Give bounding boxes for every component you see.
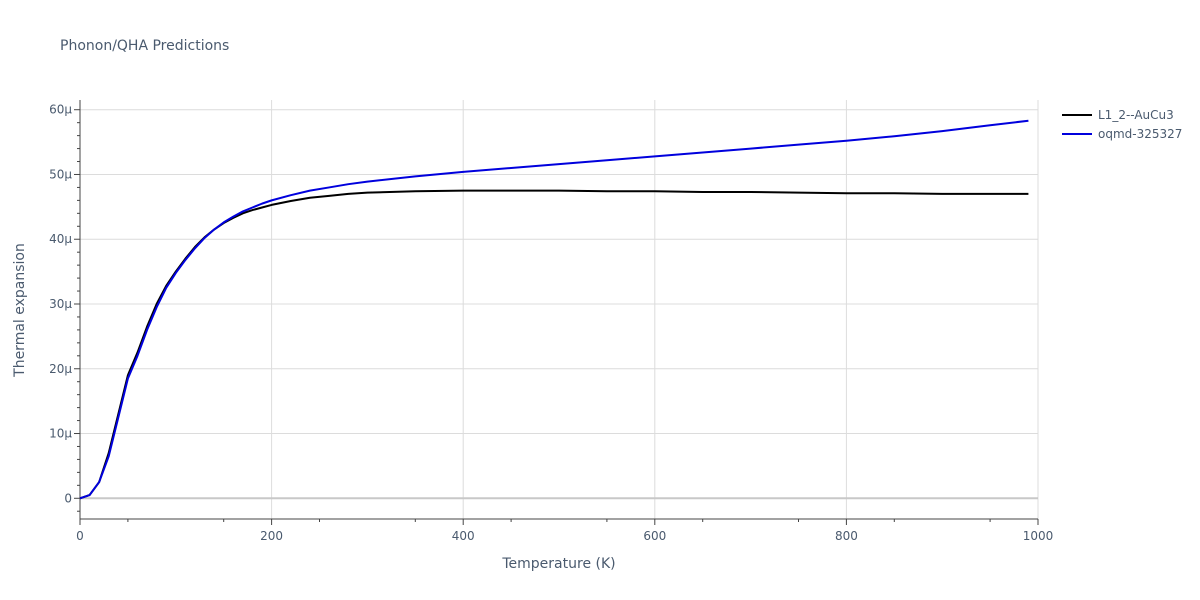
x-axis-title: Temperature (K) — [501, 556, 615, 572]
legend-item-l1-2-aucu3[interactable]: L1_2--AuCu3 — [1062, 108, 1174, 122]
axes: 0 200 400 600 800 1000 0 10μ 20μ 30μ 40μ 50μ 60μ — [49, 100, 1053, 543]
legend[interactable]: L1_2--AuCu3 oqmd-325327 — [1062, 108, 1182, 141]
x-tick-label: 0 — [76, 529, 84, 543]
series-line-oqmd-325327 — [79, 119, 1029, 500]
x-tick-label: 1000 — [1023, 529, 1054, 543]
legend-item-oqmd-325327[interactable]: oqmd-325327 — [1062, 127, 1182, 141]
y-tick-label: 60μ — [49, 103, 72, 117]
legend-label: L1_2--AuCu3 — [1098, 108, 1174, 122]
y-tick-label: 10μ — [49, 427, 72, 441]
y-tick-label: 50μ — [49, 167, 72, 181]
y-tick-label: 30μ — [49, 297, 72, 311]
y-tick-label: 0 — [64, 491, 72, 505]
x-tick-label: 400 — [452, 529, 475, 543]
chart-title: Phonon/QHA Predictions — [60, 38, 229, 54]
series-line-l1-2-aucu3 — [79, 189, 1029, 500]
y-axis-title: Thermal expansion — [12, 243, 28, 378]
x-tick-label: 200 — [260, 529, 283, 543]
y-tick-label: 40μ — [49, 232, 72, 246]
y-tick-label: 20μ — [49, 362, 72, 376]
x-tick-label: 800 — [835, 529, 858, 543]
grid — [80, 100, 1039, 519]
x-tick-label: 600 — [643, 529, 666, 543]
legend-label: oqmd-325327 — [1098, 127, 1182, 141]
series-lines — [79, 119, 1029, 500]
